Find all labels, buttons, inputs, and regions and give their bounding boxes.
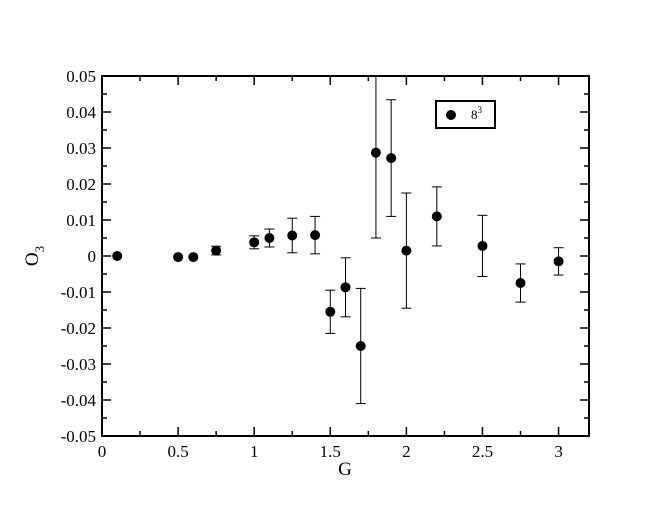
y-axis-title: O3 [22,246,47,266]
legend: 83 [435,100,496,129]
legend-label-sup: 3 [478,105,483,115]
x-tick-label: 2.5 [472,442,493,461]
data-point [188,252,199,263]
legend-box [435,100,496,129]
y-axis-title-sub: 3 [32,246,47,253]
axis-ticks [101,75,589,437]
data-points [112,76,564,405]
data-point [431,211,442,222]
x-axis-title: G [338,459,352,480]
data-point [340,282,351,293]
data-point [553,256,564,267]
data-point [264,233,275,243]
data-point [112,251,123,261]
data-point [386,153,397,164]
y-tick-label: 0.02 [66,175,96,194]
data-point [355,341,366,351]
x-tick-label: 3 [554,442,563,461]
data-point [211,245,222,256]
y-tick-label: 0.04 [66,103,96,122]
y-tick-label: -0.02 [61,319,96,338]
svg-text:O3: O3 [22,246,47,266]
x-tick-label: 2 [402,442,411,461]
y-tick-label: 0.03 [66,139,96,158]
y-tick-label: 0.01 [66,211,96,230]
y-tick-label: -0.03 [61,355,96,374]
x-tick-label: 0 [98,442,107,461]
data-point [287,230,298,241]
data-point [370,147,381,158]
y-tick-label: 0.05 [66,67,96,86]
y-axis-title-main: O [22,252,43,266]
data-point [310,230,321,241]
data-point [515,278,526,288]
x-tick-label: 1.5 [320,442,341,461]
data-point [249,237,260,248]
y-tick-label: -0.04 [61,391,97,410]
data-point [477,240,488,251]
data-point [325,306,336,317]
x-tick-label: 0.5 [167,442,188,461]
legend-marker [446,110,456,120]
y-tick-label: -0.05 [61,427,96,446]
data-point [173,252,184,263]
svg-text:83: 83 [471,105,483,122]
axis-tick-labels: 0 0.5 1 1.5 2 2.5 3 -0.05 -0.04 -0.03 -0.02 -0.01 0 0… [61,67,563,461]
y-tick-label: -0.01 [61,283,96,302]
x-tick-label: 1 [250,442,259,461]
y-tick-label: 0 [88,247,97,266]
data-point [401,245,412,256]
legend-label: 8 [471,107,478,122]
